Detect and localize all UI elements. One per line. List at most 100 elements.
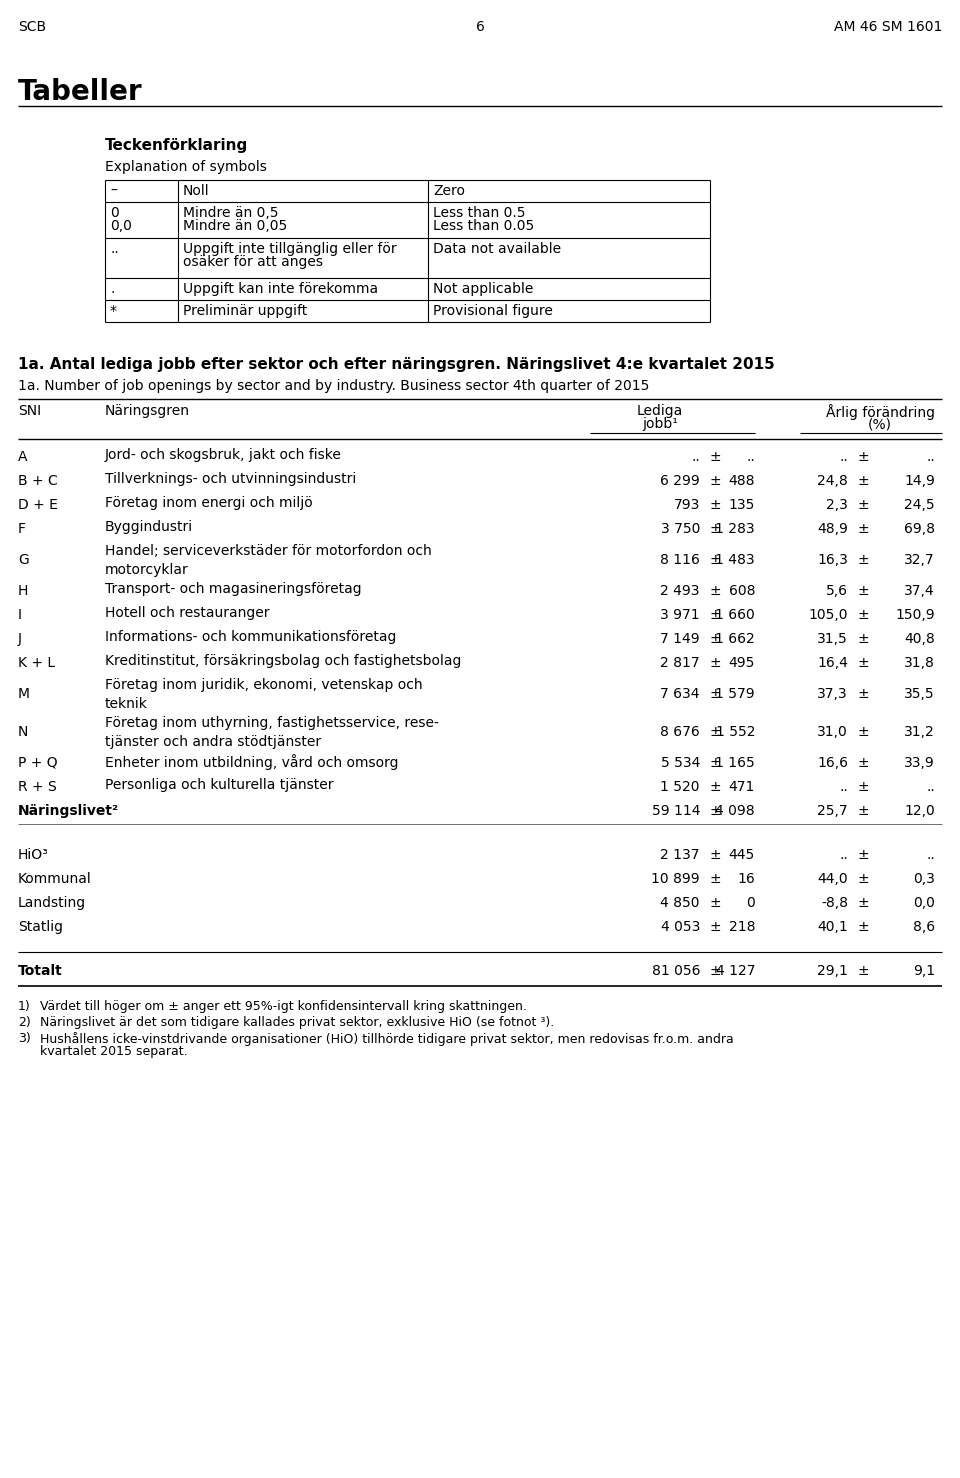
Text: Totalt: Totalt [18,964,62,978]
Text: 1 165: 1 165 [715,757,755,770]
Text: Less than 0.5: Less than 0.5 [433,205,525,220]
Text: 2): 2) [18,1015,31,1029]
Text: ±: ± [709,656,721,670]
Text: SNI: SNI [18,403,41,418]
Text: M: M [18,687,30,701]
Text: 33,9: 33,9 [904,757,935,770]
Text: ±: ± [709,633,721,646]
Text: ±: ± [857,498,869,511]
Text: P + Q: P + Q [18,757,58,770]
Text: Lediga: Lediga [636,403,684,418]
Text: A: A [18,449,28,464]
Text: 445: 445 [729,848,755,862]
Text: 0,3: 0,3 [913,872,935,885]
Text: ±: ± [709,726,721,739]
Text: 24,5: 24,5 [904,498,935,511]
Text: ±: ± [857,872,869,885]
Text: ±: ± [709,687,721,701]
Text: F: F [18,522,26,537]
Text: ±: ± [857,848,869,862]
Text: ±: ± [709,896,721,910]
Text: 25,7: 25,7 [817,804,848,817]
Text: 29,1: 29,1 [817,964,848,978]
Text: 12,0: 12,0 [904,804,935,817]
Text: 16,4: 16,4 [817,656,848,670]
Text: Hushållens icke-vinstdrivande organisationer (HiO) tillhörde tidigare privat sek: Hushållens icke-vinstdrivande organisati… [40,1032,733,1046]
Text: 4 127: 4 127 [715,964,755,978]
Text: ..: .. [691,449,700,464]
Text: Företag inom energi och miljö: Företag inom energi och miljö [105,497,313,510]
Text: Statlig: Statlig [18,919,63,934]
Text: AM 46 SM 1601: AM 46 SM 1601 [833,21,942,34]
Text: 1 660: 1 660 [715,607,755,622]
Text: .: . [110,282,114,296]
Text: 0: 0 [746,896,755,910]
Text: Personliga och kulturella tjänster: Personliga och kulturella tjänster [105,777,333,792]
Text: ±: ± [709,964,721,978]
Text: ±: ± [857,919,869,934]
Text: Tabeller: Tabeller [18,78,143,106]
Text: 1 662: 1 662 [715,633,755,646]
Text: 6 299: 6 299 [660,474,700,488]
Text: 40,8: 40,8 [904,633,935,646]
Text: (%): (%) [868,417,892,432]
Text: 32,7: 32,7 [904,553,935,568]
Text: osäker för att anges: osäker för att anges [183,256,323,269]
Text: ±: ± [857,964,869,978]
Text: 471: 471 [729,780,755,794]
Text: Företag inom uthyrning, fastighetsservice, rese-
tjänster och andra stödtjänster: Företag inom uthyrning, fastighetsservic… [105,715,439,749]
Text: Zero: Zero [433,183,465,198]
Text: Preliminär uppgift: Preliminär uppgift [183,304,307,318]
Text: 4 053: 4 053 [660,919,700,934]
Text: G: G [18,553,29,568]
Text: 150,9: 150,9 [896,607,935,622]
Text: ±: ± [857,553,869,568]
Text: Tillverknings- och utvinningsindustri: Tillverknings- och utvinningsindustri [105,471,356,486]
Text: 2,3: 2,3 [827,498,848,511]
Text: 8 116: 8 116 [660,553,700,568]
Text: J: J [18,633,22,646]
Text: ±: ± [857,780,869,794]
Text: Näringslivet²: Näringslivet² [18,804,119,817]
Text: ±: ± [857,449,869,464]
Text: -8,8: -8,8 [821,896,848,910]
Text: ..: .. [839,449,848,464]
Text: Kommunal: Kommunal [18,872,92,885]
Text: Less than 0.05: Less than 0.05 [433,219,535,234]
Text: 793: 793 [674,498,700,511]
Text: 5,6: 5,6 [826,584,848,599]
Text: Uppgift inte tillgänglig eller för: Uppgift inte tillgänglig eller för [183,242,396,256]
Text: Jord- och skogsbruk, jakt och fiske: Jord- och skogsbruk, jakt och fiske [105,448,342,463]
Text: 37,3: 37,3 [817,687,848,701]
Text: kvartalet 2015 separat.: kvartalet 2015 separat. [40,1045,187,1058]
Text: Landsting: Landsting [18,896,86,910]
Text: 3 971: 3 971 [660,607,700,622]
Text: 37,4: 37,4 [904,584,935,599]
Text: Hotell och restauranger: Hotell och restauranger [105,606,270,619]
Text: ±: ± [709,607,721,622]
Text: 16,6: 16,6 [817,757,848,770]
Text: 135: 135 [729,498,755,511]
Text: ±: ± [857,474,869,488]
Text: Kreditinstitut, försäkringsbolag och fastighetsbolag: Kreditinstitut, försäkringsbolag och fas… [105,653,462,668]
Text: ±: ± [709,919,721,934]
Text: 31,8: 31,8 [904,656,935,670]
Text: ±: ± [709,757,721,770]
Text: Näringsgren: Näringsgren [105,403,190,418]
Text: ±: ± [709,872,721,885]
Text: 2 137: 2 137 [660,848,700,862]
Text: 35,5: 35,5 [904,687,935,701]
Text: B + C: B + C [18,474,58,488]
Text: 1a. Antal lediga jobb efter sektor och efter näringsgren. Näringslivet 4:e kvart: 1a. Antal lediga jobb efter sektor och e… [18,358,775,372]
Text: ±: ± [857,757,869,770]
Text: 3 750: 3 750 [660,522,700,537]
Text: ±: ± [857,584,869,599]
Text: Not applicable: Not applicable [433,282,534,296]
Text: ±: ± [857,522,869,537]
Text: Transport- och magasineringsföretag: Transport- och magasineringsföretag [105,582,362,596]
Text: 44,0: 44,0 [817,872,848,885]
Text: 0: 0 [110,205,119,220]
Text: jobb¹: jobb¹ [642,417,678,432]
Text: 0,0: 0,0 [913,896,935,910]
Text: Näringslivet är det som tidigare kallades privat sektor, exklusive HiO (se fotno: Näringslivet är det som tidigare kallade… [40,1015,554,1029]
